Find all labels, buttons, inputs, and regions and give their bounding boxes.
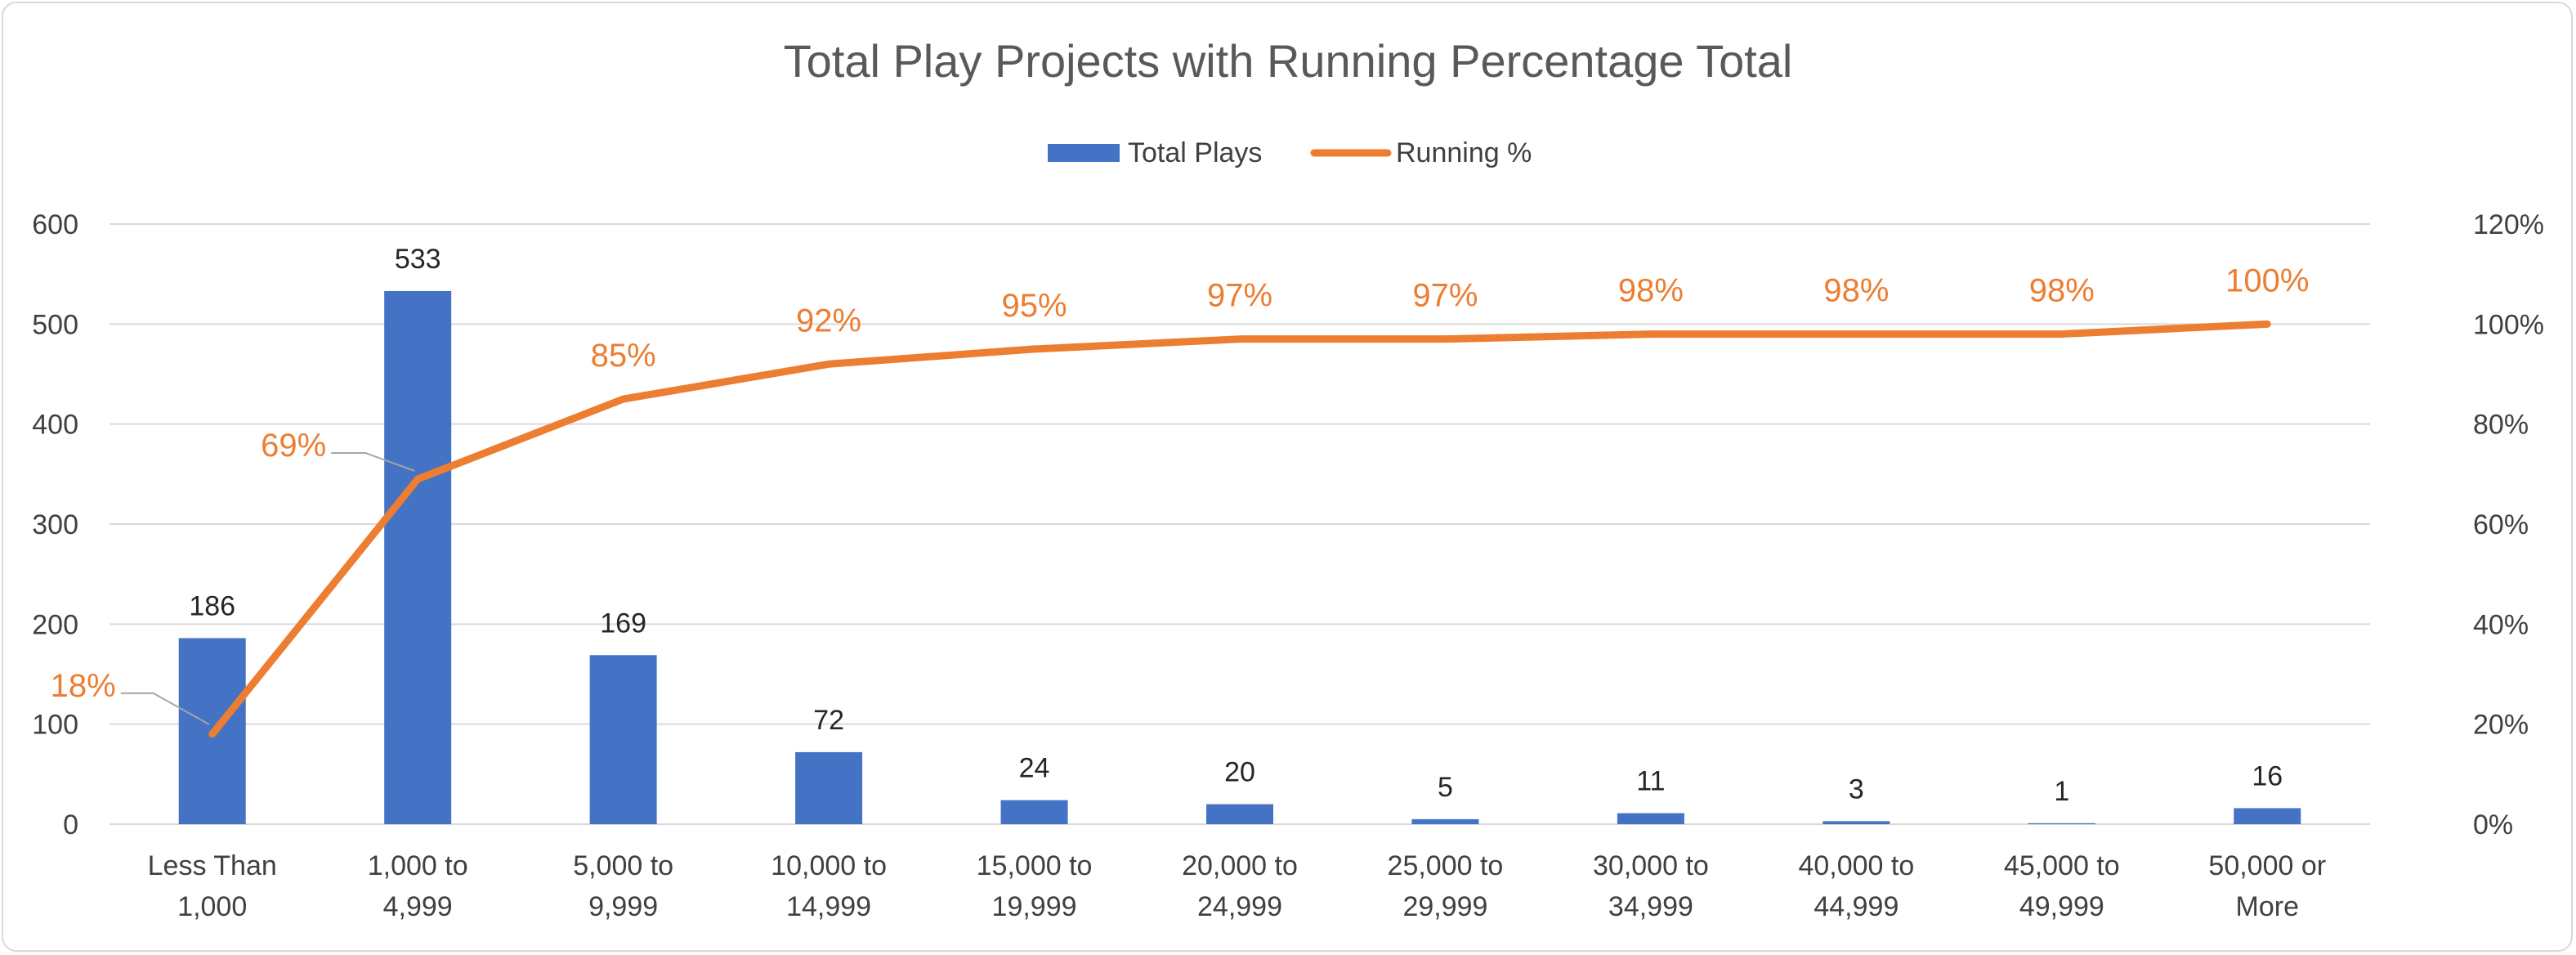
running-pct-labels: 18% 69% 85% 92% 95% 97% 97% 98% 98% 98% 100% [51, 262, 2310, 704]
running-pct-value-label: 98% [1823, 273, 1889, 309]
category-label: 50,000 or More [2208, 850, 2326, 922]
left-tick-label: 400 [32, 410, 78, 441]
category-label-line: 40,000 to [1798, 850, 1914, 881]
left-axis-ticks: 0 100 200 300 400 500 600 [32, 209, 78, 841]
bar-value-label: 533 [395, 244, 441, 275]
category-label: 10,000 to 14,999 [771, 850, 887, 922]
right-tick-label: 120% [2473, 209, 2544, 240]
bar-value-label: 72 [813, 705, 844, 736]
running-pct-line [208, 320, 2271, 738]
category-label-line: 34,999 [1608, 891, 1693, 922]
bar-total-plays [589, 655, 657, 824]
category-label: 20,000 to 24,999 [1182, 850, 1298, 922]
category-label-line: 20,000 to [1182, 850, 1298, 881]
bar-total-plays [1000, 800, 1068, 824]
category-label-line: 29,999 [1402, 891, 1487, 922]
category-label-line: More [2236, 891, 2299, 922]
bar-value-label: 16 [2252, 760, 2283, 791]
gridlines [110, 223, 2370, 825]
legend-label-total-plays: Total Plays [1128, 137, 1262, 168]
left-tick-label: 500 [32, 309, 78, 340]
category-label: 1,000 to 4,999 [368, 850, 468, 922]
bar-total-plays [1617, 813, 1684, 824]
bar-total-plays [384, 290, 452, 824]
bar-total-plays [2028, 823, 2095, 824]
category-label-line: 10,000 to [771, 850, 887, 881]
left-tick-label: 0 [63, 809, 78, 841]
category-label: 25,000 to 29,999 [1388, 850, 1504, 922]
category-label: 30,000 to 34,999 [1593, 850, 1709, 922]
bar-value-label: 3 [1849, 773, 1864, 805]
running-pct-value-label: 85% [591, 338, 656, 374]
category-label-line: Less Than [148, 850, 277, 881]
bar-total-plays [1206, 804, 1273, 824]
category-label-line: 9,999 [588, 891, 658, 922]
category-label-line: 25,000 to [1388, 850, 1504, 881]
category-label: 5,000 to 9,999 [573, 850, 673, 922]
category-label: 15,000 to 19,999 [977, 850, 1093, 922]
right-tick-label: 0% [2473, 809, 2513, 841]
bar-total-plays [2234, 808, 2301, 824]
right-axis-ticks: 0% 20% 40% 60% 80% 100% 120% [2473, 209, 2544, 841]
bar-value-label: 5 [1438, 772, 1453, 803]
category-label: 45,000 to 49,999 [2004, 850, 2120, 922]
right-tick-label: 20% [2473, 710, 2529, 741]
category-labels: Less Than 1,000 1,000 to 4,999 5,000 to 9,999… [148, 850, 2326, 922]
category-label-line: 24,999 [1197, 891, 1282, 922]
running-pct-value-label: 92% [796, 303, 861, 339]
category-label-line: 44,999 [1813, 891, 1898, 922]
chart-title: Total Play Projects with Running Percent… [784, 35, 1793, 87]
running-pct-polyline [208, 320, 2271, 738]
category-label-line: 4,999 [383, 891, 453, 922]
bar-value-label: 11 [1636, 766, 1665, 797]
category-label-line: 49,999 [2019, 891, 2104, 922]
running-pct-value-label: 98% [1618, 273, 1684, 309]
leader-line [120, 692, 210, 725]
legend-swatch-total-plays [1048, 144, 1120, 162]
legend-label-running-pct: Running % [1396, 137, 1532, 168]
running-pct-value-label: 97% [1207, 278, 1272, 314]
leader-line [331, 451, 415, 472]
right-tick-label: 80% [2473, 410, 2529, 441]
category-label-line: 45,000 to [2004, 850, 2120, 881]
category-label-line: 14,999 [786, 891, 871, 922]
category-label-line: 50,000 or [2208, 850, 2326, 881]
right-tick-label: 40% [2473, 609, 2529, 640]
running-pct-value-label: 98% [2029, 273, 2095, 309]
running-pct-value-label: 95% [1002, 288, 1067, 324]
left-tick-label: 600 [32, 209, 78, 240]
leader-lines [120, 451, 415, 725]
right-tick-label: 60% [2473, 509, 2529, 540]
category-label-line: 19,999 [992, 891, 1077, 922]
running-pct-value-label: 18% [51, 668, 116, 704]
left-tick-label: 300 [32, 509, 78, 540]
running-pct-value-label: 100% [2225, 262, 2309, 298]
category-label-line: 5,000 to [573, 850, 673, 881]
category-label-line: 1,000 [177, 891, 247, 922]
bar-value-label: 186 [189, 590, 235, 621]
bar-value-label: 20 [1224, 757, 1255, 788]
bar-total-plays [1411, 818, 1479, 824]
bar-total-plays [1822, 821, 1890, 824]
category-label-line: 1,000 to [368, 850, 468, 881]
category-label: 40,000 to 44,999 [1798, 850, 1914, 922]
legend: Total Plays Running % [1048, 137, 1532, 168]
running-pct-value-label: 69% [261, 428, 326, 464]
bar-value-label: 169 [600, 608, 646, 639]
left-tick-label: 100 [32, 710, 78, 741]
bar-labels: 186 533 169 72 24 20 5 11 3 1 16 [189, 244, 2283, 807]
running-pct-value-label: 97% [1412, 278, 1478, 314]
bars [178, 290, 2301, 824]
right-tick-label: 100% [2473, 309, 2544, 340]
left-tick-label: 200 [32, 609, 78, 640]
bar-value-label: 24 [1019, 753, 1050, 784]
bar-value-label: 1 [2054, 776, 2069, 807]
category-label: Less Than 1,000 [148, 850, 277, 922]
category-label-line: 30,000 to [1593, 850, 1709, 881]
bar-total-plays [795, 751, 863, 824]
category-label-line: 15,000 to [977, 850, 1093, 881]
